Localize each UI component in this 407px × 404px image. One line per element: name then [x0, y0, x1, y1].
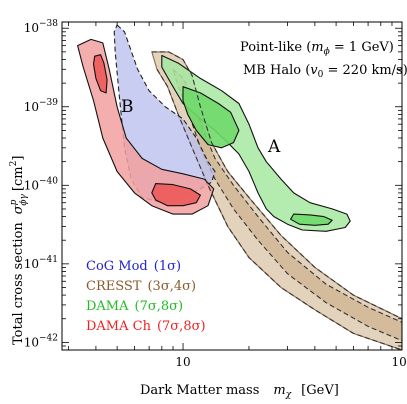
legend-entry-cog-mod: CoG Mod (1σ) — [86, 259, 181, 274]
y-axis-title-text: Total cross section — [11, 222, 26, 345]
region-label-b: B — [121, 97, 134, 117]
legend-entry-dama: DAMA (7σ,8σ) — [86, 299, 183, 314]
region-dama-4 — [182, 86, 240, 149]
legend-entry-dama-ch: DAMA Ch (7σ,8σ) — [86, 319, 206, 334]
y-tick-label: 10−39 — [24, 98, 59, 114]
region-dama-ch-6 — [77, 38, 215, 215]
dashed-line-0 — [151, 51, 402, 320]
y-axis-unit-exp: 2 — [9, 161, 19, 167]
region-dama-ch-8 — [151, 183, 201, 207]
y-tick-label: 10−42 — [24, 333, 58, 349]
x-axis-title: Dark Matter mass mχ [GeV] — [140, 383, 339, 400]
y-axis-symbol: σ — [11, 204, 26, 214]
region-label-a: A — [267, 137, 281, 157]
y-tick-label: 10−40 — [24, 176, 59, 192]
plot-frame — [61, 21, 403, 351]
x-axis-symbol: m — [273, 383, 285, 398]
y-axis-sup: p — [9, 199, 19, 205]
dashed-line-1 — [156, 69, 402, 350]
x-tick-label: 102 — [391, 353, 407, 369]
contour-dashed-lines — [151, 51, 402, 350]
annotation-line-1: Point-like (mϕ = 1 GeV) — [240, 40, 394, 57]
x-axis-sub: χ — [285, 390, 292, 400]
axis-ticks — [62, 22, 403, 351]
x-axis-unit: [GeV] — [301, 383, 339, 398]
y-axis-unit: [cm — [11, 166, 26, 191]
region-dama-ch-7 — [92, 54, 108, 94]
x-axis-title-text: Dark Matter mass — [140, 383, 259, 398]
y-tick-label: 10−41 — [24, 255, 58, 271]
y-axis-unit-close: ] — [11, 156, 26, 161]
legend: CoG Mod (1σ) CRESST (3σ,4σ) DAMA (7σ,8σ) DAMA … — [86, 259, 206, 334]
y-axis-title: Total cross section σpϕγ [cm2] — [9, 156, 29, 345]
legend-entry-cresst: CRESST (3σ,4σ) — [86, 279, 196, 294]
contour-regions — [77, 24, 402, 350]
tick-labels: 10−38 10−39 10−40 10−41 10−42 10 102 — [24, 19, 407, 369]
region-dama-5 — [290, 213, 333, 226]
y-tick-label: 10−38 — [24, 19, 59, 35]
x-tick-label: 10 — [175, 355, 190, 369]
annotation-line-2: MB Halo (v0 = 220 km/s) — [243, 63, 407, 80]
y-axis-sub: ϕγ — [19, 193, 29, 205]
